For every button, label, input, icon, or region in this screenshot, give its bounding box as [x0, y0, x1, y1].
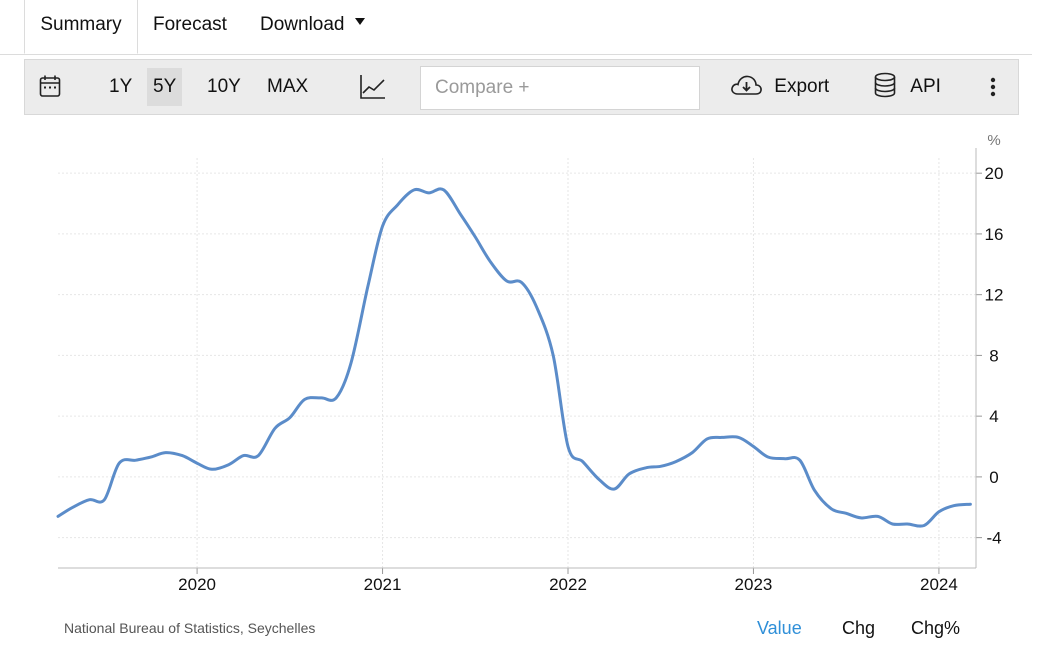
caret-down-icon	[354, 18, 365, 26]
y-tick-label: 20	[985, 164, 1004, 183]
view-value-button[interactable]: Value	[757, 618, 802, 638]
more-options-icon[interactable]	[983, 60, 1003, 114]
y-tick-label: 0	[989, 468, 998, 487]
export-label: Export	[774, 76, 830, 97]
x-tick-label: 2024	[920, 575, 958, 594]
line-chart-icon[interactable]	[359, 74, 387, 100]
chart-series	[56, 187, 972, 528]
range-max-button[interactable]: MAX	[267, 76, 309, 97]
series-line	[56, 187, 972, 528]
y-tick-label: 12	[985, 286, 1004, 305]
tab-download-label: Download	[260, 14, 345, 35]
chart-axes: 20 16 12 8 4 0 -4 2020 2021 2022 2023 2024	[58, 148, 1003, 594]
tab-bar: Summary Forecast Download	[0, 0, 1032, 55]
range-5y-button[interactable]: 5Y	[147, 68, 183, 106]
calendar-icon[interactable]	[39, 74, 61, 98]
cloud-download-icon	[731, 75, 762, 95]
tab-download[interactable]: Download	[260, 0, 365, 54]
database-icon	[874, 72, 896, 98]
y-tick-label: 4	[989, 407, 998, 426]
source-label: National Bureau of Statistics, Seychelle…	[64, 620, 316, 636]
y-tick-label: -4	[986, 529, 1001, 548]
x-tick-label: 2021	[364, 575, 402, 594]
api-button[interactable]: API	[873, 60, 941, 114]
x-tick-label: 2023	[735, 575, 773, 594]
api-label: API	[910, 76, 941, 97]
range-10y-button[interactable]: 10Y	[207, 76, 241, 97]
chart-toolbar: 1Y 5Y 10Y MAX Export API	[24, 59, 1019, 115]
x-tick-label: 2022	[549, 575, 587, 594]
chart-grid	[58, 158, 976, 568]
y-tick-label: 8	[989, 346, 998, 365]
tab-forecast[interactable]: Forecast	[153, 14, 227, 35]
y-tick-label: 16	[985, 225, 1004, 244]
range-1y-button[interactable]: 1Y	[109, 76, 133, 97]
line-chart: 20 16 12 8 4 0 -4 2020 2021 2022 2023 2024 %	[56, 132, 1003, 594]
unit-label: %	[987, 132, 1000, 149]
view-chg-button[interactable]: Chg	[842, 618, 876, 638]
view-chg-pct-button[interactable]: Chg%	[911, 618, 961, 638]
export-button[interactable]: Export	[729, 60, 829, 114]
tab-summary[interactable]: Summary	[24, 0, 138, 54]
compare-input[interactable]	[420, 66, 700, 110]
x-tick-label: 2020	[178, 575, 216, 594]
